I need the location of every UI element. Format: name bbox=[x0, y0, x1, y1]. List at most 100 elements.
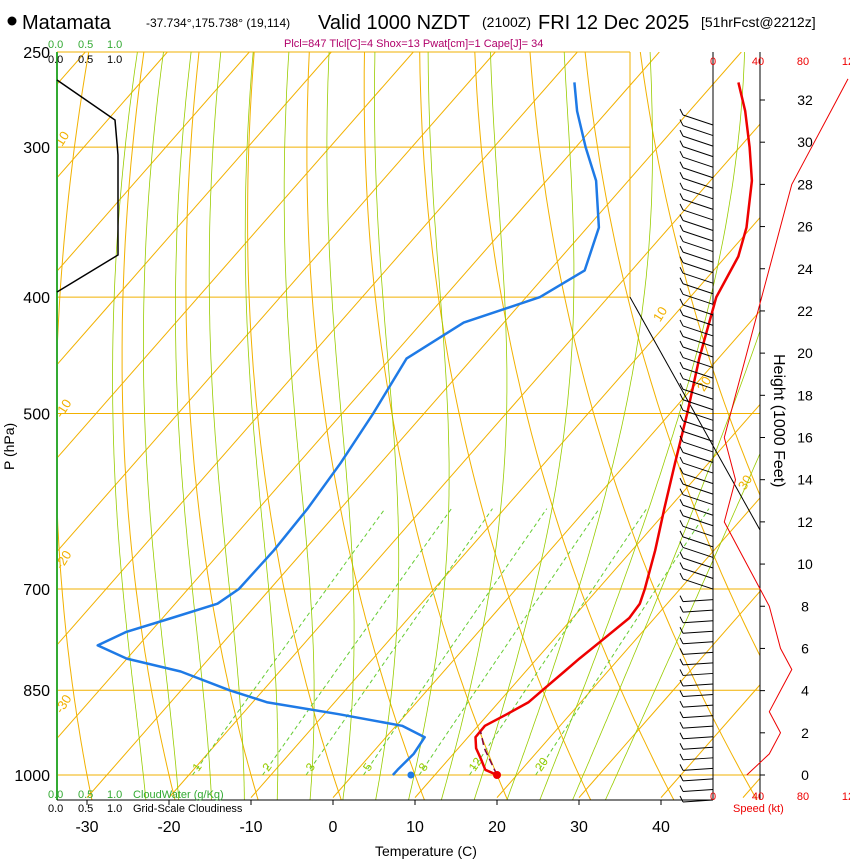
wind-barb-staff bbox=[682, 599, 714, 603]
wind-barb bbox=[679, 690, 714, 698]
wind-barb bbox=[679, 382, 714, 400]
moist-adiabat-line bbox=[142, 52, 180, 800]
cloudiness-top-tick: 0.5 bbox=[78, 54, 93, 66]
wind-barb-staff bbox=[682, 757, 714, 761]
wind-barb-flag bbox=[679, 425, 684, 432]
speed-top-tick: 80 bbox=[797, 56, 809, 68]
x-axis-label: Temperature (C) bbox=[375, 843, 477, 859]
wind-barb-staff bbox=[682, 651, 714, 655]
wind-barb bbox=[679, 404, 714, 421]
header: Matamata -37.734°,175.738° (19,114) Vali… bbox=[7, 12, 816, 50]
wind-barb bbox=[679, 499, 714, 516]
height-tick-label: 22 bbox=[797, 303, 813, 319]
wind-barb bbox=[679, 224, 714, 242]
wind-barb bbox=[679, 161, 714, 179]
wind-barb-staff bbox=[682, 219, 714, 231]
height-tick-label: 8 bbox=[801, 598, 809, 614]
wind-barb-flag bbox=[679, 616, 684, 623]
speed-bottom-tick: 12 bbox=[842, 791, 850, 803]
wind-barb-staff bbox=[682, 630, 714, 634]
wind-barb bbox=[679, 277, 714, 295]
wind-barb-flag bbox=[679, 382, 684, 390]
moist-adiabat-line bbox=[408, 52, 450, 800]
wind-barb bbox=[679, 140, 714, 158]
dry-adiabat-line bbox=[474, 52, 675, 800]
wind-barb bbox=[679, 119, 714, 137]
isotherm-line bbox=[57, 52, 168, 179]
height-tick-label: 0 bbox=[801, 767, 809, 783]
wind-barb-staff bbox=[682, 346, 714, 358]
cloudiness-bottom-tick: 0.0 bbox=[48, 803, 63, 815]
wind-barb-flag bbox=[679, 679, 684, 687]
wind-barb-staff bbox=[682, 799, 714, 803]
wind-barb-staff bbox=[682, 230, 714, 242]
isotherm-line bbox=[57, 52, 496, 553]
height-diagonal-lines bbox=[629, 296, 761, 531]
wind-barb-staff bbox=[682, 177, 714, 189]
mixing-ratio-line bbox=[192, 508, 386, 776]
wind-barb-flag bbox=[679, 541, 684, 548]
temperature-tick-label: -10 bbox=[239, 819, 262, 836]
height-tick-label: 12 bbox=[797, 514, 813, 530]
dry-adiabat-line bbox=[419, 52, 592, 800]
temperature-line bbox=[474, 82, 754, 777]
moist-adiabat-line bbox=[283, 52, 315, 800]
mixing-ratio-label: 20 bbox=[532, 755, 551, 774]
wind-barb-flag bbox=[679, 182, 684, 190]
isotherm-line bbox=[57, 52, 578, 646]
mixing-ratio-line bbox=[535, 508, 710, 776]
dry-adiabat-line bbox=[639, 52, 760, 497]
wind-barb-staff bbox=[682, 788, 714, 792]
utc-time: (2100Z) bbox=[482, 14, 531, 30]
dry-adiabat-label: -10 bbox=[52, 396, 75, 420]
wind-barb-staff bbox=[682, 683, 714, 687]
wind-barb-flag bbox=[679, 743, 684, 750]
wind-barb-staff bbox=[682, 420, 714, 432]
wind-barb bbox=[679, 785, 714, 792]
wind-barb bbox=[679, 764, 714, 771]
cloudwater-top-tick: 0.0 bbox=[48, 39, 63, 51]
isotherm-line bbox=[57, 52, 332, 366]
valid-date: FRI 12 Dec 2025 bbox=[538, 12, 689, 34]
wind-barb bbox=[679, 435, 714, 453]
moist-adiabat-line bbox=[572, 329, 760, 800]
wind-barb bbox=[679, 627, 714, 634]
dry-adiabat-line bbox=[185, 52, 259, 800]
mixing-ratio-label: 3 bbox=[303, 760, 318, 774]
isotherm-line bbox=[57, 52, 660, 740]
moist-adiabat-line bbox=[374, 52, 400, 800]
wind-barb-flag bbox=[679, 732, 684, 739]
wind-barb-flag bbox=[679, 572, 684, 580]
temperature-tick-label: -30 bbox=[75, 819, 98, 836]
temperature-tick-label: -20 bbox=[157, 819, 180, 836]
height-tick-label: 6 bbox=[801, 640, 809, 656]
wind-barb-flag bbox=[679, 637, 684, 645]
wind-barb bbox=[679, 266, 714, 284]
wind-barb-flag bbox=[679, 256, 684, 263]
wind-barb bbox=[679, 700, 714, 708]
wind-barb bbox=[679, 182, 714, 200]
wind-barb-staff bbox=[682, 536, 714, 548]
wind-barb bbox=[679, 572, 714, 590]
wind-barb-flag bbox=[679, 351, 684, 358]
dry-adiabat-label: 30 bbox=[735, 472, 755, 492]
wind-barb-staff bbox=[682, 557, 714, 569]
cloudiness-bottom-tick: 0.5 bbox=[78, 803, 93, 815]
wind-barb bbox=[679, 330, 714, 347]
speed-top-tick: 40 bbox=[752, 56, 764, 68]
surface-dewpoint-dot bbox=[407, 771, 415, 779]
wind-barb bbox=[679, 732, 714, 740]
wind-barb bbox=[679, 245, 714, 263]
wind-barb-flag bbox=[679, 161, 684, 168]
wind-barb bbox=[679, 562, 714, 579]
wind-barb bbox=[679, 193, 714, 210]
wind-barb bbox=[679, 361, 714, 379]
moist-adiabat-line bbox=[440, 52, 508, 800]
pressure-tick-label: 1000 bbox=[14, 768, 50, 785]
mixing-ratio-label: 8 bbox=[416, 760, 431, 774]
wind-barb bbox=[679, 541, 714, 558]
wind-barb-staff bbox=[682, 146, 714, 158]
wind-barb-flag bbox=[679, 456, 684, 464]
wind-barb-flag bbox=[679, 551, 684, 559]
wind-barb-staff bbox=[682, 483, 714, 495]
